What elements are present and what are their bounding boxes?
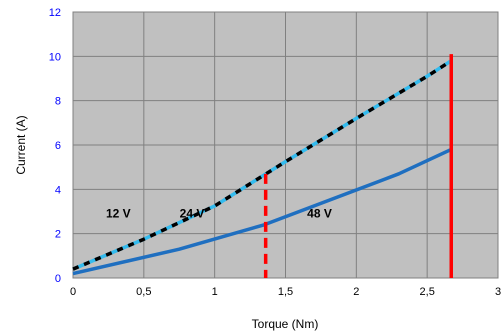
x-tick-label: 1,5	[278, 286, 293, 298]
y-tick-label: 8	[55, 96, 61, 108]
x-tick-label: 0,5	[136, 286, 151, 298]
voltage-annotation: 12 V	[106, 207, 131, 221]
y-tick-label: 6	[55, 140, 61, 152]
y-tick-label: 12	[49, 7, 61, 19]
y-axis-label: Current (A)	[14, 115, 28, 174]
y-tick-label: 10	[49, 51, 61, 63]
y-tick-label: 2	[55, 229, 61, 241]
x-tick-label: 2	[353, 286, 359, 298]
x-tick-label: 3	[495, 286, 501, 298]
y-tick-label: 0	[55, 273, 61, 285]
series-line-dashed	[72, 59, 453, 271]
x-axis-label: Torque (Nm)	[252, 317, 319, 331]
annotations: 12 V 24 V 48 V	[106, 207, 332, 221]
ticks: 0 0,5 1 1,5 2 2,5 3 0 2 4 6 8 10 12	[49, 7, 501, 298]
y-tick-label: 4	[55, 184, 61, 196]
series-layer	[72, 54, 453, 278]
grid	[73, 12, 498, 278]
x-tick-label: 0	[70, 286, 76, 298]
voltage-annotation: 24 V	[180, 207, 205, 221]
voltage-annotation: 48 V	[307, 207, 332, 221]
x-tick-label: 1	[212, 286, 218, 298]
x-tick-label: 2,5	[420, 286, 435, 298]
